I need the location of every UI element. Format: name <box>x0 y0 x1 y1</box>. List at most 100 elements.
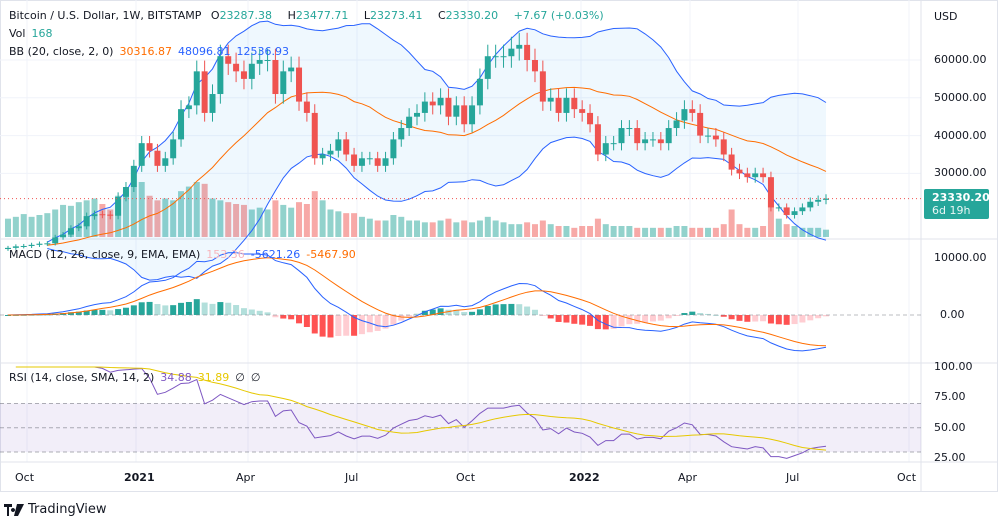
volume-bar <box>358 216 365 237</box>
volume-bar <box>500 222 507 237</box>
candle-body <box>571 97 578 110</box>
time-axis-tick: Oct <box>456 471 476 484</box>
volume-bar <box>547 224 554 237</box>
tradingview-logo[interactable]: TradingView <box>4 502 107 517</box>
volume-bar <box>374 220 381 237</box>
volume-label: Vol <box>9 27 26 40</box>
macd-histogram-bar <box>760 315 767 322</box>
volume-bar <box>602 224 609 237</box>
candle-body <box>75 226 82 229</box>
candle-body <box>626 128 633 130</box>
candle-body <box>170 139 177 159</box>
macd-histogram-bar <box>736 315 743 321</box>
volume-bar <box>406 220 413 237</box>
macd-line <box>7 252 827 352</box>
candle-body <box>461 105 468 125</box>
macd-histogram-bar <box>815 315 822 319</box>
volume-bar <box>697 227 704 237</box>
volume-bar <box>327 209 334 237</box>
macd-axis-tick: 0.00 <box>940 308 965 321</box>
candle-body <box>414 112 420 117</box>
bb-label: BB (20, close, 2, 0) <box>9 45 114 58</box>
price-axis-tick: 60000.00 <box>934 53 987 66</box>
volume-bar <box>728 209 735 237</box>
candle-body <box>358 158 365 166</box>
candle-body <box>469 105 476 125</box>
symbol-legend: Bitcoin / U.S. Dollar, 1W, BITSTAMP O232… <box>9 9 610 22</box>
volume-bar <box>264 209 271 237</box>
macd-histogram-bar <box>351 315 358 336</box>
time-axis-tick: Jul <box>786 471 800 484</box>
candle-body <box>67 228 74 235</box>
candle-body <box>547 97 554 102</box>
macd-histogram-bar <box>358 315 365 335</box>
candle-body <box>398 128 405 140</box>
rsi-axis-tick: 100.00 <box>934 360 973 373</box>
macd-histogram-bar <box>594 315 601 330</box>
volume-bar <box>429 222 436 237</box>
candle-body <box>272 60 279 95</box>
macd-histogram-bar <box>807 315 814 321</box>
candle-body <box>712 135 719 140</box>
macd-histogram-bar <box>382 315 389 329</box>
volume-bar <box>492 220 499 237</box>
candle-body <box>91 214 98 217</box>
volume-bar <box>154 200 161 237</box>
volume-bar <box>398 216 405 237</box>
candle-body <box>744 173 751 178</box>
candle-body <box>130 165 137 188</box>
candle-body <box>476 78 483 106</box>
candle-body <box>382 158 389 166</box>
candle-body <box>115 196 122 216</box>
macd-histogram-bar <box>67 312 74 315</box>
candle-body <box>248 63 255 79</box>
candle-body <box>327 150 334 155</box>
macd-histogram-bar <box>720 315 727 317</box>
price-axis-tick: 50000.00 <box>934 90 987 104</box>
candle-body <box>28 244 35 246</box>
volume-bar <box>99 204 106 237</box>
macd-histogram-bar <box>193 299 200 315</box>
volume-bar <box>414 220 420 237</box>
last-price-tag: 23330.20 6d 19h <box>924 189 990 219</box>
volume-bar <box>20 214 27 237</box>
macd-histogram-bar <box>657 315 664 321</box>
volume-bar <box>594 218 601 237</box>
rsi-ma-value: 31.89 <box>197 371 230 384</box>
volume-bar <box>783 224 790 237</box>
macd-histogram-bar <box>390 315 397 325</box>
macd-histogram-bar <box>799 315 806 323</box>
macd-axis-tick: 10000.00 <box>934 251 987 264</box>
macd-histogram-bar <box>209 303 216 315</box>
volume-bar <box>122 191 129 237</box>
volume-bar <box>516 224 523 237</box>
macd-histogram-bar <box>563 315 570 323</box>
candle-body <box>107 214 114 216</box>
macd-histogram-bar <box>484 305 491 315</box>
volume-bar <box>343 213 350 237</box>
macd-legend: MACD (12, 26, close, 9, EMA, EMA) 153.36-… <box>9 248 362 261</box>
candle-body <box>296 67 303 102</box>
candle-body <box>12 246 19 248</box>
volume-bar <box>736 224 743 237</box>
candle-body <box>823 198 829 200</box>
volume-bar <box>296 202 303 237</box>
price-axis-tick: 40000.00 <box>934 128 987 142</box>
macd-histogram-bar <box>162 305 169 315</box>
candle-body <box>752 173 759 178</box>
candle-body <box>421 101 428 113</box>
macd-histogram-bar <box>689 311 696 315</box>
macd-histogram-bar <box>744 315 751 322</box>
macd-histogram-bar <box>288 315 295 320</box>
candle-body <box>429 101 436 106</box>
macd-histogram-bar <box>178 302 185 315</box>
macd-histogram-bar <box>531 309 538 315</box>
low-value: 23273.41 <box>369 9 423 22</box>
volume-bar <box>28 216 35 237</box>
candle-body <box>705 135 712 137</box>
macd-histogram-bar <box>319 315 326 337</box>
candle-body <box>240 71 247 79</box>
symbol-title: Bitcoin / U.S. Dollar, 1W, BITSTAMP <box>9 9 202 22</box>
